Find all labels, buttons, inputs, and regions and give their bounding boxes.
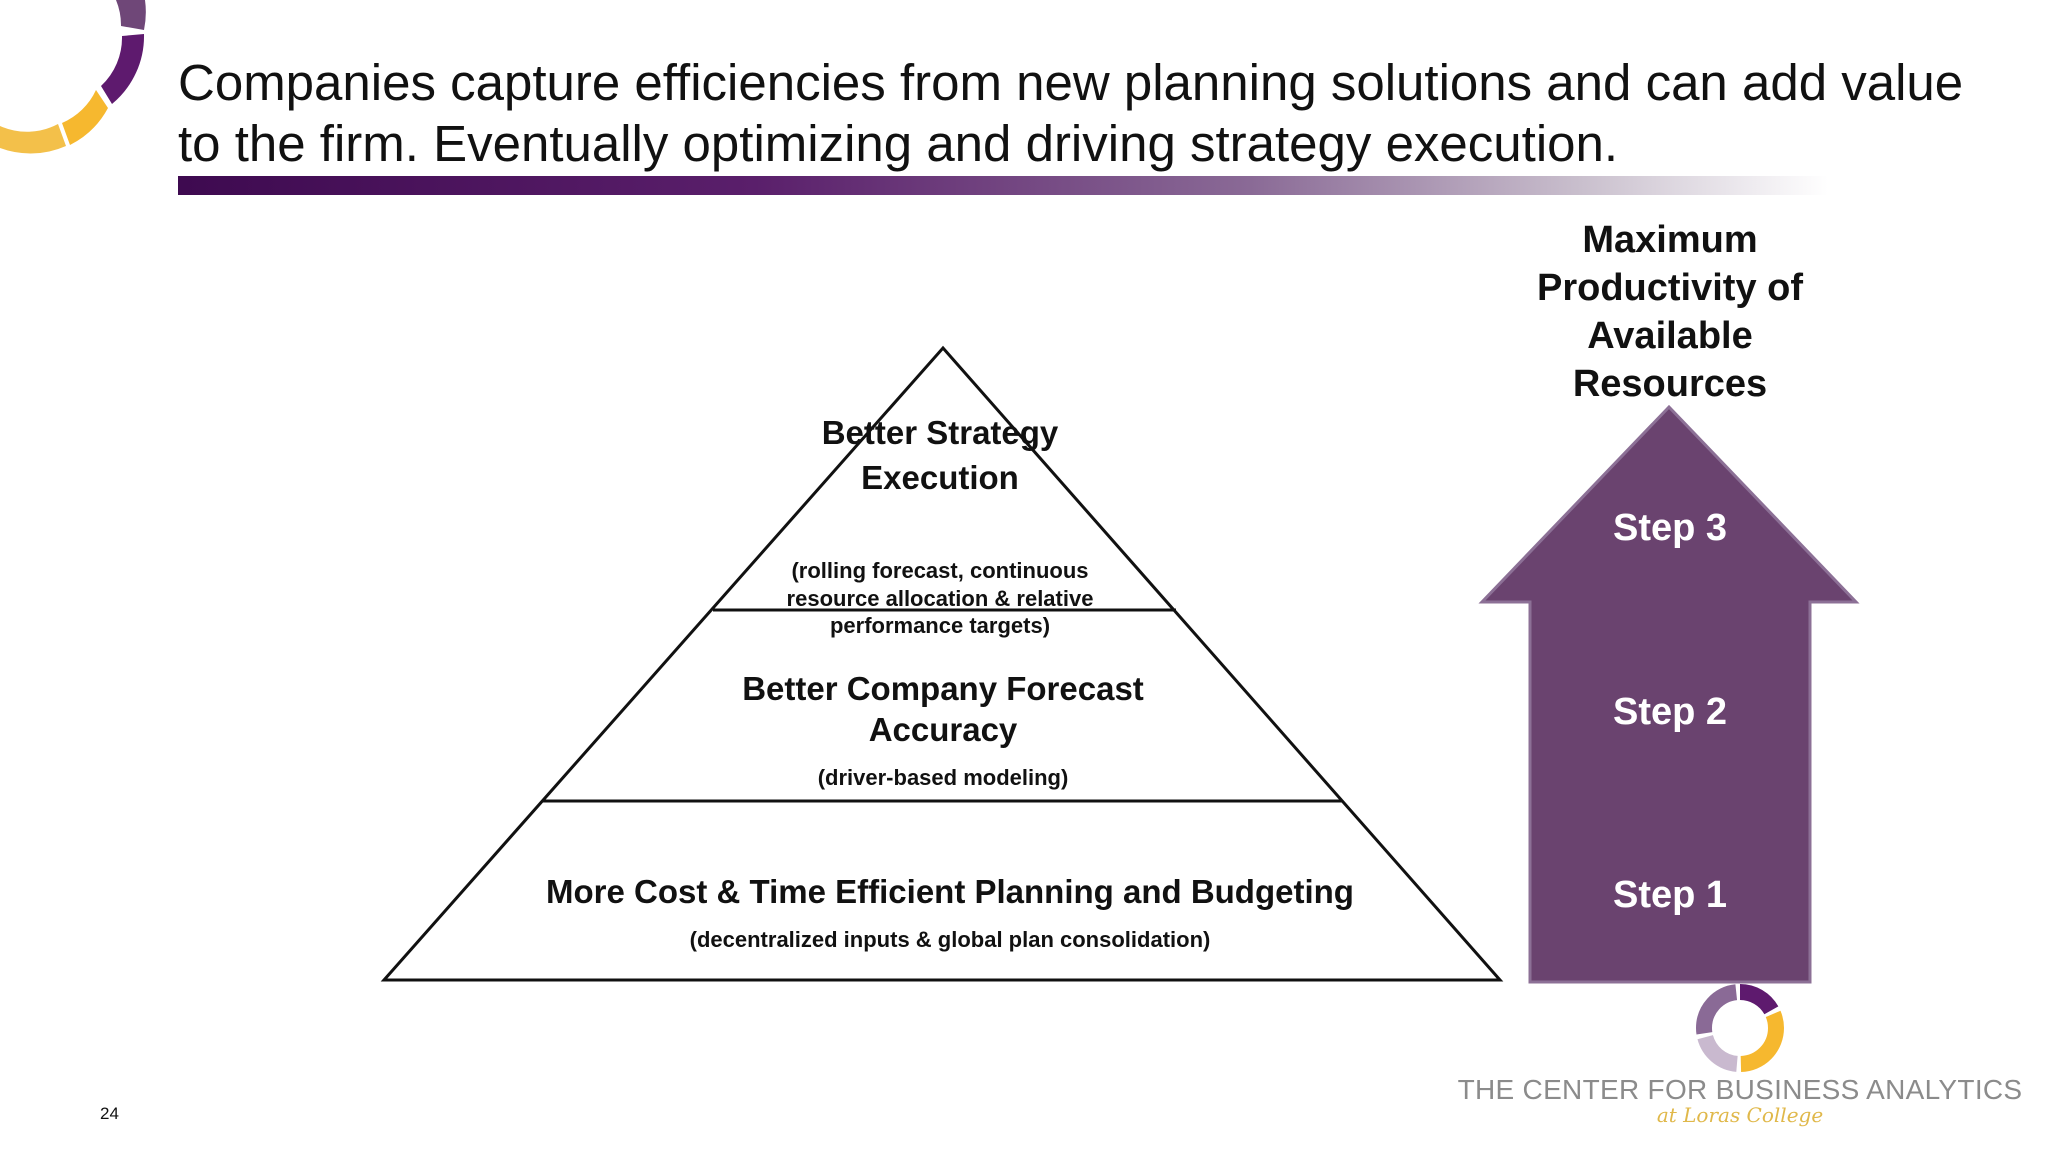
logo-subtitle: at Loras College [1656, 1103, 1824, 1127]
tier-top-subtitle: (rolling forecast, continuous resource a… [786, 558, 1094, 638]
up-arrow [1478, 404, 1860, 984]
arrow-label: Maximum Productivity of Available Resour… [1536, 219, 1804, 405]
tier-top-title: Better Strategy Execution [821, 414, 1059, 496]
logo-name: THE CENTER FOR BUSINESS ANALYTICS [1457, 1074, 2023, 1105]
pyramid-outline [380, 345, 1504, 982]
page-number: 24 [100, 1104, 119, 1123]
tier-bottom-title: More Cost & Time Efficient Planning and … [546, 873, 1354, 910]
pyramid-diagram [380, 345, 1504, 982]
corner-ring-logo [0, 0, 146, 154]
slide-title: Companies capture efficiencies from new … [178, 54, 1964, 172]
up-arrow-shape [1478, 404, 1860, 984]
step-2-label: Step 2 [1612, 691, 1728, 733]
tier-middle-subtitle: (driver-based modeling) [817, 765, 1069, 790]
tier-bottom-subtitle: (decentralized inputs & global plan cons… [689, 927, 1211, 952]
tier-middle-title: Better Company Forecast Accuracy [742, 670, 1144, 748]
step-3-label: Step 3 [1612, 507, 1728, 549]
logo-ring-icon [1696, 984, 1784, 1072]
step-1-label: Step 1 [1612, 874, 1728, 916]
title-underline [178, 176, 1828, 195]
